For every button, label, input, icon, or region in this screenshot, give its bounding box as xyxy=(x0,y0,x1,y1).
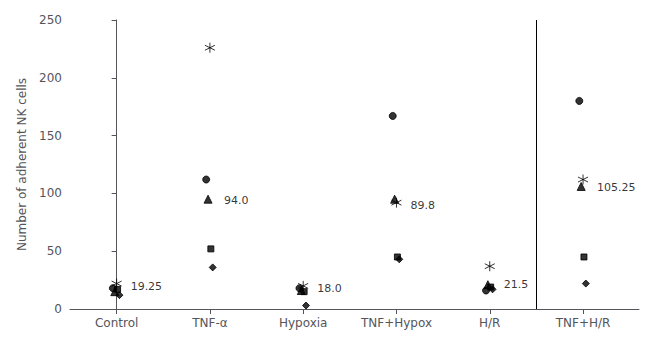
svg-text:150: 150 xyxy=(39,129,62,143)
svg-text:18.0: 18.0 xyxy=(317,282,342,295)
svg-text:100: 100 xyxy=(39,186,62,200)
svg-text:Number of adherent NK cells: Number of adherent NK cells xyxy=(15,78,29,251)
svg-text:TNF-α: TNF-α xyxy=(191,316,228,330)
svg-text:200: 200 xyxy=(39,71,62,85)
svg-text:Control: Control xyxy=(95,316,138,330)
svg-text:89.8: 89.8 xyxy=(410,199,435,212)
svg-text:0: 0 xyxy=(54,302,62,316)
svg-text:50: 50 xyxy=(47,244,62,258)
svg-text:250: 250 xyxy=(39,13,62,27)
svg-text:TNF+H/R: TNF+H/R xyxy=(555,316,611,330)
svg-text:H/R: H/R xyxy=(479,316,500,330)
svg-text:94.0: 94.0 xyxy=(224,194,249,207)
svg-text:19.25: 19.25 xyxy=(131,280,163,293)
svg-text:105.25: 105.25 xyxy=(597,181,636,194)
svg-text:21.5: 21.5 xyxy=(504,278,529,291)
svg-text:TNF+Hypox: TNF+Hypox xyxy=(360,316,432,330)
svg-text:Hypoxia: Hypoxia xyxy=(279,316,328,330)
